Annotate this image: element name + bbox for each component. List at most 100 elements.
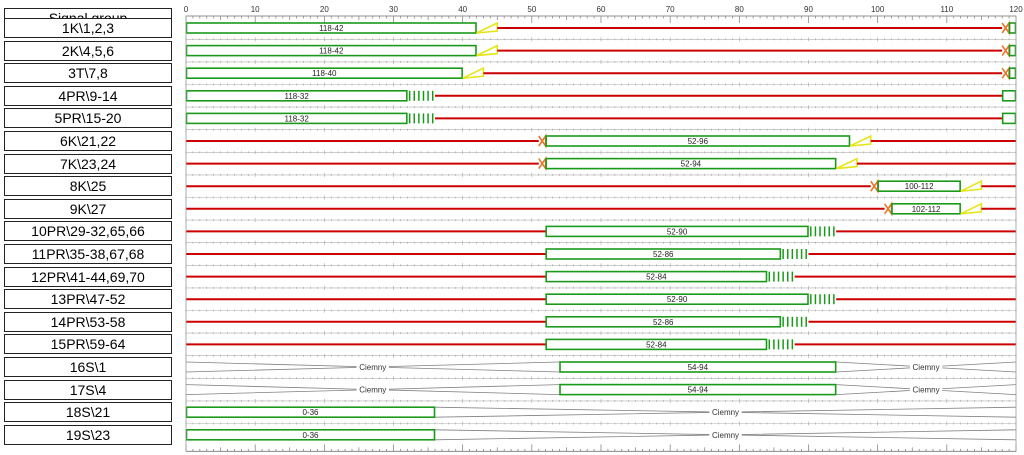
green-phase-label: 118-42 [319, 47, 344, 56]
red-amber-phase [1001, 65, 1010, 81]
green-phase [185, 44, 477, 57]
green-phase-label: 54-94 [688, 363, 709, 372]
green-phase-label: 118-32 [285, 92, 310, 101]
chart-frame [185, 15, 1017, 452]
dark-phase-label-bg [909, 384, 943, 395]
dark-phase-label: Ciemny [359, 363, 386, 372]
dark-phase-label: Ciemny [913, 363, 940, 372]
signal-group-name: 15PR\59-64 [4, 334, 172, 355]
green-phase-label: 52-90 [667, 295, 688, 304]
green-phase [559, 361, 837, 373]
signal-group-name: 4PR\9-14 [4, 85, 172, 106]
dark-phase-label-bg [356, 362, 389, 372]
green-phase [185, 406, 436, 419]
dark-phase-label-bg [709, 407, 742, 418]
dark-phase-label-bg [709, 429, 742, 440]
green-phase-label: 54-94 [688, 386, 709, 395]
signal-group-name: 6K\21,22 [4, 131, 172, 151]
green-phase [545, 338, 768, 351]
green-phase [185, 67, 463, 79]
green-phase-label: 52-86 [653, 250, 674, 259]
green-phase-label: 52-84 [646, 273, 667, 282]
green-phase [545, 135, 851, 147]
signal-group-name: 18S\21 [4, 402, 172, 423]
top-axis-tick-label: 80 [735, 5, 744, 14]
signal-group-name: 12PR\41-44,69,70 [4, 266, 172, 287]
signal-group-name: 17S\4 [4, 379, 172, 400]
top-axis-tick-label: 40 [458, 5, 467, 14]
green-phase [891, 203, 961, 215]
green-phase [185, 90, 408, 102]
green-phase [1008, 44, 1017, 57]
top-axis-tick-label: 110 [940, 5, 953, 14]
green-phase-label: 52-86 [653, 318, 674, 327]
green-phase [185, 22, 477, 34]
green-phase-label: 0-36 [302, 408, 319, 417]
green-phase-label: 52-96 [688, 137, 709, 146]
red-amber-phase [883, 201, 893, 217]
signal-group-name: 19S\23 [4, 424, 172, 445]
amber-phase [849, 134, 872, 147]
green-phase-label: 102-112 [912, 205, 941, 214]
amber-phase [462, 66, 485, 79]
green-phase [545, 157, 837, 170]
amber-phase [835, 157, 858, 170]
amber-phase [960, 202, 983, 215]
green-phase-label: 52-84 [646, 340, 667, 349]
signal-group-name: 16S\1 [4, 357, 172, 377]
green-phase [185, 112, 408, 125]
top-axis-tick-label: 0 [184, 5, 189, 14]
top-axis-tick-label: 30 [389, 5, 398, 14]
green-phase [1008, 22, 1017, 34]
green-phase [559, 383, 837, 396]
dark-phase-label: Ciemny [712, 408, 739, 417]
top-axis-tick-label: 90 [804, 5, 813, 14]
signal-group-name: 8K\25 [4, 176, 172, 197]
red-amber-phase [1001, 43, 1010, 59]
green-phase [1001, 112, 1017, 125]
signal-group-name: 3T\7,8 [4, 63, 172, 84]
green-phase [1001, 90, 1017, 102]
signal-group-name: 13PR\47-52 [4, 289, 172, 310]
top-axis-tick-label: 60 [597, 5, 606, 14]
green-phase [545, 270, 768, 283]
signal-group-name: 10PR\29-32,65,66 [4, 221, 172, 242]
top-axis-tick-label: 120 [1009, 5, 1023, 14]
dark-phase-label: Ciemny [913, 386, 940, 395]
dark-phase-label-bg [909, 362, 943, 372]
dark-phase-label-bg [356, 384, 389, 395]
red-amber-phase [870, 178, 879, 194]
signal-group-name: 14PR\53-58 [4, 311, 172, 332]
top-axis-tick-label: 50 [527, 5, 536, 14]
signal-group-name: 7K\23,24 [4, 153, 172, 174]
green-phase-label: 52-94 [681, 160, 702, 169]
green-phase [185, 428, 436, 441]
top-axis-tick-label: 100 [871, 5, 885, 14]
green-phase [877, 180, 961, 192]
green-phase-label: 0-36 [302, 431, 319, 440]
green-phase [545, 225, 809, 238]
top-axis-tick-label: 10 [251, 5, 260, 14]
signal-group-name: 2K\4,5,6 [4, 40, 172, 61]
green-phase [545, 293, 809, 306]
green-phase-label: 118-32 [285, 114, 310, 123]
dark-phase-label: Ciemny [712, 431, 739, 440]
signal-group-name: 9K\27 [4, 198, 172, 219]
green-phase [545, 248, 782, 260]
amber-phase [476, 21, 499, 34]
red-amber-phase [1001, 20, 1010, 36]
green-phase [1008, 67, 1017, 79]
signal-group-name: 1K\1,2,3 [4, 18, 172, 38]
signal-group-name: 11PR\35-38,67,68 [4, 244, 172, 264]
green-phase-label: 52-90 [667, 227, 688, 236]
green-phase-label: 118-40 [312, 69, 337, 78]
top-axis-tick-label: 20 [320, 5, 329, 14]
dark-phase-label: Ciemny [359, 386, 386, 395]
green-phase-label: 100-112 [905, 182, 934, 191]
amber-phase [476, 44, 499, 57]
green-phase-label: 118-42 [319, 24, 344, 33]
top-axis-tick-label: 70 [666, 5, 675, 14]
amber-phase [960, 179, 983, 192]
green-phase [545, 315, 782, 328]
